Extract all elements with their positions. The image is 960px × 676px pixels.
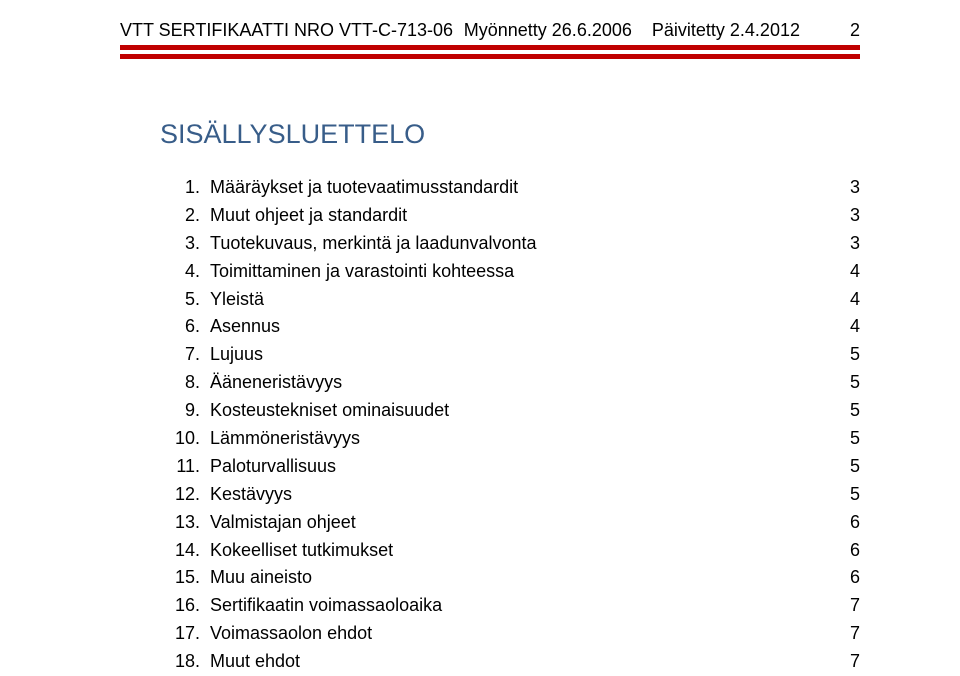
toc-item-page: 3 bbox=[820, 174, 860, 202]
toc-item-number: 5. bbox=[160, 286, 210, 314]
toc-item-page: 6 bbox=[820, 537, 860, 565]
header-page-number: 2 bbox=[810, 20, 860, 41]
toc-item-page: 5 bbox=[820, 425, 860, 453]
toc-item-label: Valmistajan ohjeet bbox=[210, 509, 820, 537]
toc-item-label: Muu aineisto bbox=[210, 564, 820, 592]
toc-item-page: 3 bbox=[820, 230, 860, 258]
toc-item-number: 18. bbox=[160, 648, 210, 676]
toc-item-label: Muut ehdot bbox=[210, 648, 820, 676]
divider-bar bbox=[120, 54, 860, 59]
toc-item-label: Lämmöneristävyys bbox=[210, 425, 820, 453]
toc-item-page: 7 bbox=[820, 592, 860, 620]
toc-item-page: 6 bbox=[820, 564, 860, 592]
toc-item-number: 17. bbox=[160, 620, 210, 648]
header-updated-date: Päivitetty 2.4.2012 bbox=[642, 20, 810, 41]
toc-item-page: 4 bbox=[820, 258, 860, 286]
toc-item-label: Tuotekuvaus, merkintä ja laadunvalvonta bbox=[210, 230, 820, 258]
toc-row: 3.Tuotekuvaus, merkintä ja laadunvalvont… bbox=[160, 230, 860, 258]
document-page: VTT SERTIFIKAATTI NRO VTT-C-713-06 Myönn… bbox=[0, 0, 960, 663]
toc-item-page: 5 bbox=[820, 481, 860, 509]
toc-row: 14.Kokeelliset tutkimukset6 bbox=[160, 537, 860, 565]
header-divider-bars bbox=[120, 45, 860, 59]
toc-row: 13.Valmistajan ohjeet6 bbox=[160, 509, 860, 537]
toc-list: 1.Määräykset ja tuotevaatimusstandardit3… bbox=[160, 174, 860, 676]
toc-item-label: Määräykset ja tuotevaatimusstandardit bbox=[210, 174, 820, 202]
toc-row: 5.Yleistä4 bbox=[160, 286, 860, 314]
toc-item-page: 7 bbox=[820, 648, 860, 676]
toc-row: 11.Paloturvallisuus5 bbox=[160, 453, 860, 481]
toc-row: 15.Muu aineisto6 bbox=[160, 564, 860, 592]
toc-row: 16.Sertifikaatin voimassaoloaika7 bbox=[160, 592, 860, 620]
toc-item-number: 6. bbox=[160, 313, 210, 341]
toc-item-label: Kokeelliset tutkimukset bbox=[210, 537, 820, 565]
toc-item-page: 3 bbox=[820, 202, 860, 230]
toc-row: 10.Lämmöneristävyys5 bbox=[160, 425, 860, 453]
toc-item-number: 15. bbox=[160, 564, 210, 592]
page-header: VTT SERTIFIKAATTI NRO VTT-C-713-06 Myönn… bbox=[120, 20, 860, 41]
toc-item-number: 1. bbox=[160, 174, 210, 202]
toc-row: 4.Toimittaminen ja varastointi kohteessa… bbox=[160, 258, 860, 286]
header-issued-date: Myönnetty 26.6.2006 bbox=[454, 20, 642, 41]
toc-row: 17.Voimassaolon ehdot7 bbox=[160, 620, 860, 648]
toc-item-number: 10. bbox=[160, 425, 210, 453]
toc-item-page: 5 bbox=[820, 453, 860, 481]
toc-item-label: Toimittaminen ja varastointi kohteessa bbox=[210, 258, 820, 286]
toc-item-label: Kestävyys bbox=[210, 481, 820, 509]
toc-item-label: Paloturvallisuus bbox=[210, 453, 820, 481]
toc-item-label: Lujuus bbox=[210, 341, 820, 369]
toc-item-number: 4. bbox=[160, 258, 210, 286]
toc-item-label: Yleistä bbox=[210, 286, 820, 314]
header-cert-number: VTT SERTIFIKAATTI NRO VTT-C-713-06 bbox=[120, 20, 454, 41]
toc-title: SISÄLLYSLUETTELO bbox=[160, 119, 860, 150]
toc-item-number: 9. bbox=[160, 397, 210, 425]
divider-bar bbox=[120, 45, 860, 50]
toc-row: 1.Määräykset ja tuotevaatimusstandardit3 bbox=[160, 174, 860, 202]
toc-item-number: 3. bbox=[160, 230, 210, 258]
toc-item-page: 6 bbox=[820, 509, 860, 537]
toc-item-number: 11. bbox=[160, 453, 210, 481]
toc-item-label: Sertifikaatin voimassaoloaika bbox=[210, 592, 820, 620]
toc-item-number: 13. bbox=[160, 509, 210, 537]
toc-item-number: 7. bbox=[160, 341, 210, 369]
toc-item-number: 14. bbox=[160, 537, 210, 565]
toc-row: 6.Asennus4 bbox=[160, 313, 860, 341]
toc-item-page: 5 bbox=[820, 341, 860, 369]
toc-item-page: 5 bbox=[820, 369, 860, 397]
toc-row: 8.Ääneneristävyys5 bbox=[160, 369, 860, 397]
toc-item-label: Kosteustekniset ominaisuudet bbox=[210, 397, 820, 425]
toc-item-page: 4 bbox=[820, 313, 860, 341]
toc-row: 18.Muut ehdot7 bbox=[160, 648, 860, 676]
toc-item-number: 8. bbox=[160, 369, 210, 397]
toc-item-label: Asennus bbox=[210, 313, 820, 341]
toc-item-page: 5 bbox=[820, 397, 860, 425]
toc-item-number: 16. bbox=[160, 592, 210, 620]
toc-row: 9.Kosteustekniset ominaisuudet5 bbox=[160, 397, 860, 425]
toc-row: 2.Muut ohjeet ja standardit3 bbox=[160, 202, 860, 230]
toc-item-label: Ääneneristävyys bbox=[210, 369, 820, 397]
toc-item-number: 12. bbox=[160, 481, 210, 509]
toc-row: 7.Lujuus5 bbox=[160, 341, 860, 369]
toc-item-label: Voimassaolon ehdot bbox=[210, 620, 820, 648]
toc-row: 12.Kestävyys5 bbox=[160, 481, 860, 509]
toc-item-page: 4 bbox=[820, 286, 860, 314]
toc-item-label: Muut ohjeet ja standardit bbox=[210, 202, 820, 230]
toc-item-number: 2. bbox=[160, 202, 210, 230]
toc-item-page: 7 bbox=[820, 620, 860, 648]
